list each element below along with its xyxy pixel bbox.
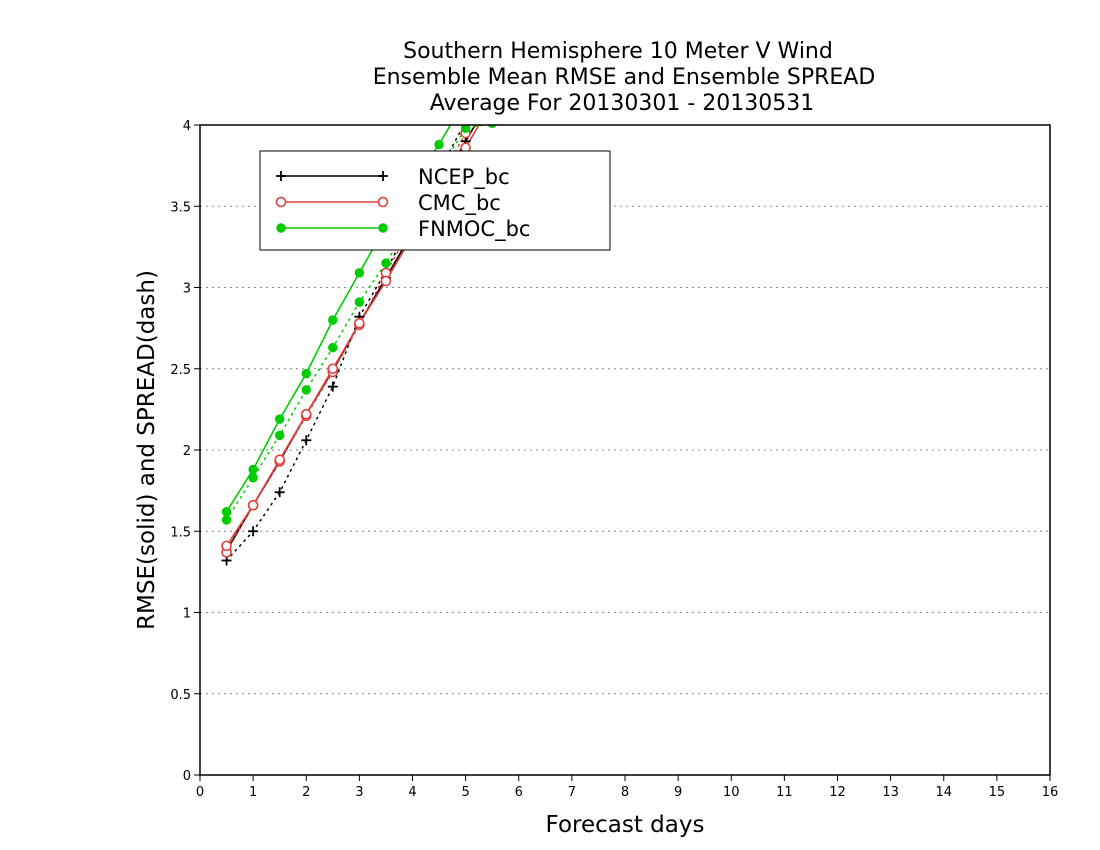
y-tick-label: 4 (183, 119, 191, 134)
fnmoc-bc-rmse-point (221, 507, 232, 517)
ncep-bc-spread-point (327, 381, 338, 392)
y-axis-label: RMSE(solid) and SPREAD(dash) (134, 270, 160, 630)
fnmoc-bc-spread-point (381, 258, 391, 268)
fnmoc-bc-spread-point (274, 430, 285, 441)
x-tick-label: 0 (196, 785, 204, 800)
x-axis-ticks: 0 1 2 3 4 5 6 7 8 9 10 11 12 13 14 15 16 (196, 775, 1058, 800)
x-tick-label: 1 (249, 785, 257, 800)
fnmoc-bc-spread-point (221, 515, 232, 525)
y-tick-label: 3.5 (170, 200, 191, 215)
y-tick-label: 0.5 (170, 688, 191, 703)
fnmoc-bc-spread-point (460, 125, 471, 133)
cmc-bc-rmse-point (274, 454, 285, 466)
fnmoc-bc-spread-point (301, 385, 311, 395)
legend-marker-cmc-bc (377, 196, 389, 208)
fnmoc-bc-rmse-point (301, 368, 311, 379)
fnmoc-bc-spread-point (354, 297, 365, 307)
y-axis-ticks: 0 0.5 1 1.5 2 2.5 3 3.5 4 (170, 119, 200, 784)
legend-marker-ncep-bc (276, 171, 286, 181)
chart-title-line-3: Average For 20130301 - 20130531 (430, 91, 815, 116)
x-tick-label: 12 (829, 785, 846, 800)
y-tick-label: 1.5 (170, 525, 191, 540)
legend-marker-cmc-bc (275, 196, 287, 208)
ncep-bc-spread-point (301, 435, 312, 446)
y-tick-label: 2 (183, 444, 191, 459)
legend-label-fnmoc-bc: FNMOC_bc (418, 217, 530, 242)
chart-title: Southern Hemisphere 10 Meter V Wind Ense… (373, 39, 876, 116)
y-tick-label: 0 (183, 769, 191, 784)
legend-label-cmc-bc: CMC_bc (418, 191, 501, 216)
x-tick-label: 7 (568, 785, 576, 800)
cmc-bc-rmse-point (221, 540, 232, 552)
fnmoc-bc-spread-point (248, 472, 258, 483)
fnmoc-bc-spread-point (328, 342, 338, 353)
x-tick-label: 5 (461, 785, 469, 800)
legend-label-ncep-bc: NCEP_bc (418, 165, 510, 190)
x-axis-label: Forecast days (546, 812, 705, 838)
fnmoc-bc-spread-point (487, 125, 497, 129)
fnmoc-bc-rmse-point (434, 139, 444, 150)
cmc-bc-rmse-point (354, 317, 365, 329)
x-tick-label: 8 (621, 785, 629, 800)
fnmoc-bc-rmse-point (248, 464, 258, 475)
legend-marker-fnmoc-bc (276, 223, 286, 233)
cmc-bc-rmse-point (300, 408, 312, 420)
y-tick-label: 2.5 (170, 363, 191, 378)
x-tick-label: 11 (776, 785, 793, 800)
fnmoc-bc-rmse-line (225, 125, 452, 513)
fnmoc-bc-rmse-point (354, 268, 365, 278)
chart-title-line-1: Southern Hemisphere 10 Meter V Wind (403, 39, 833, 64)
legend-marker-ncep-bc (378, 171, 388, 181)
x-tick-label: 9 (674, 785, 682, 800)
fnmoc-bc-rmse-point (328, 315, 338, 325)
ncep-bc-spread-point (274, 487, 285, 498)
cmc-bc-rmse-point (247, 499, 259, 511)
gridlines (200, 205, 1050, 695)
series-lines (225, 125, 488, 562)
x-tick-label: 15 (989, 785, 1006, 800)
x-tick-label: 10 (723, 785, 740, 800)
y-tick-label: 3 (183, 282, 191, 297)
legend-box (259, 150, 611, 251)
fnmoc-bc-rmse-point (274, 414, 285, 424)
x-tick-label: 14 (935, 785, 952, 800)
cmc-bc-rmse-point (380, 275, 392, 287)
ncep-bc-spread-point (248, 526, 259, 537)
cmc-bc-rmse-point (327, 363, 339, 375)
x-tick-label: 4 (408, 785, 416, 800)
legend-marker-fnmoc-bc (378, 223, 388, 233)
x-tick-label: 16 (1042, 785, 1059, 800)
x-tick-label: 2 (302, 785, 310, 800)
x-tick-label: 13 (882, 785, 899, 800)
x-tick-label: 3 (355, 785, 363, 800)
x-tick-label: 6 (515, 785, 523, 800)
chart-title-line-2: Ensemble Mean RMSE and Ensemble SPREAD (373, 65, 876, 90)
y-tick-label: 1 (183, 607, 191, 622)
